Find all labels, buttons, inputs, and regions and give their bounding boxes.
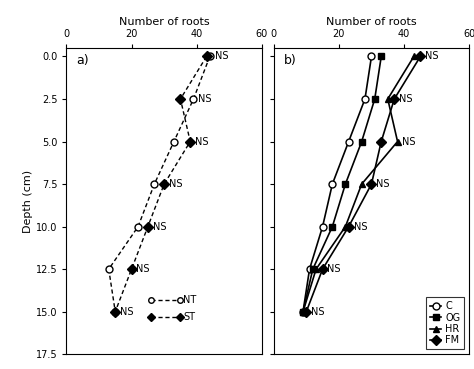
HR xyxy=(343,224,348,229)
Text: NS: NS xyxy=(153,222,166,232)
FM xyxy=(303,310,309,314)
Text: b): b) xyxy=(283,54,296,67)
Text: NS: NS xyxy=(402,137,416,146)
HR xyxy=(385,97,391,101)
HR xyxy=(313,267,319,271)
Text: a): a) xyxy=(76,54,89,67)
HR xyxy=(395,139,401,144)
C xyxy=(307,267,312,271)
Text: NS: NS xyxy=(169,179,182,189)
Text: NS: NS xyxy=(311,307,325,317)
X-axis label: Number of roots: Number of roots xyxy=(326,17,417,27)
Line: FM: FM xyxy=(303,53,424,315)
C xyxy=(362,97,368,101)
Text: NS: NS xyxy=(328,264,341,274)
Line: HR: HR xyxy=(300,53,417,315)
OG xyxy=(372,97,378,101)
Text: NS: NS xyxy=(376,179,390,189)
FM xyxy=(392,97,397,101)
FM xyxy=(320,267,326,271)
C xyxy=(369,54,374,59)
OG xyxy=(329,224,335,229)
X-axis label: Number of roots: Number of roots xyxy=(119,17,210,27)
Text: NT: NT xyxy=(183,295,196,305)
OG xyxy=(378,54,384,59)
FM xyxy=(418,54,423,59)
C xyxy=(300,310,306,314)
HR xyxy=(359,182,365,186)
Text: NS: NS xyxy=(399,94,413,104)
FM xyxy=(369,182,374,186)
C xyxy=(346,139,352,144)
Text: NS: NS xyxy=(215,52,228,62)
Text: NS: NS xyxy=(195,137,209,146)
Line: C: C xyxy=(300,53,375,315)
OG xyxy=(310,267,316,271)
OG xyxy=(343,182,348,186)
Text: NS: NS xyxy=(137,264,150,274)
OG xyxy=(359,139,365,144)
FM xyxy=(378,139,384,144)
C xyxy=(329,182,335,186)
Text: NS: NS xyxy=(354,222,367,232)
Line: OG: OG xyxy=(300,53,385,315)
Text: NS: NS xyxy=(120,307,134,317)
Text: NS: NS xyxy=(425,52,439,62)
C xyxy=(320,224,326,229)
Legend: C, OG, HR, FM: C, OG, HR, FM xyxy=(426,297,465,349)
OG xyxy=(300,310,306,314)
Y-axis label: Depth (cm): Depth (cm) xyxy=(23,169,33,233)
HR xyxy=(411,54,417,59)
Text: NS: NS xyxy=(199,94,212,104)
HR xyxy=(300,310,306,314)
FM xyxy=(346,224,352,229)
Text: ST: ST xyxy=(183,312,195,322)
